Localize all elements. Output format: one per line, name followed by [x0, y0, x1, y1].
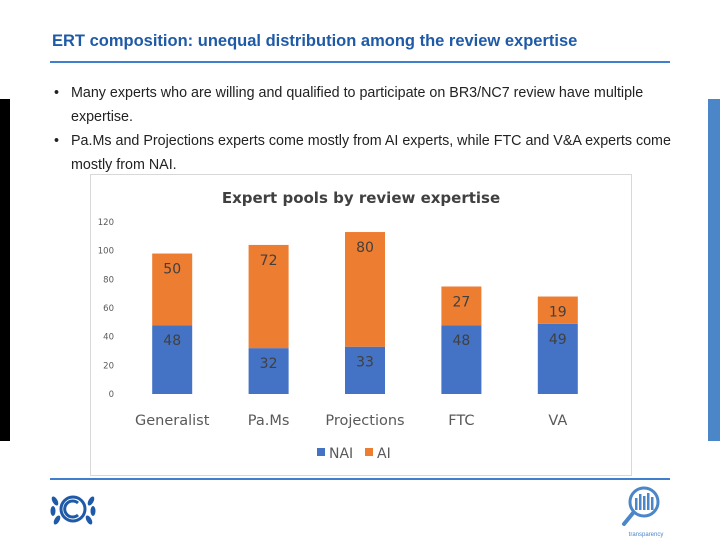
- bullet-dot: •: [54, 133, 60, 149]
- legend-swatch-ai: [365, 448, 373, 456]
- chart-title: Expert pools by review expertise: [222, 189, 500, 207]
- data-label: 80: [356, 240, 374, 256]
- data-label: 50: [163, 262, 181, 278]
- bullet-text: Many experts who are willing and qualifi…: [71, 85, 644, 125]
- y-tick-label: 40: [103, 333, 114, 343]
- bullet-text: Pa.Ms and Projections experts come mostl…: [71, 133, 671, 173]
- y-tick-label: 0: [109, 390, 114, 400]
- x-category-label: Projections: [325, 413, 404, 429]
- x-category-label: Generalist: [135, 413, 210, 429]
- right-edge-bar: [708, 99, 720, 441]
- data-label: 33: [356, 355, 374, 371]
- chart-container: Expert pools by review expertise 0 20 40 60 8…: [90, 174, 632, 476]
- bar-nai: [152, 325, 193, 394]
- bullet-list: • Many experts who are willing and quali…: [54, 81, 674, 177]
- footer-divider: [50, 478, 670, 480]
- data-label: 27: [452, 295, 470, 311]
- bar-nai: [345, 346, 385, 394]
- left-edge-bar: [0, 99, 10, 441]
- title-divider: [50, 61, 670, 63]
- bar-nai: [248, 348, 289, 394]
- bar-ai: [345, 232, 385, 347]
- slide-title: ERT composition: unequal distribution am…: [52, 32, 578, 50]
- bullet-item: • Pa.Ms and Projections experts come mos…: [54, 129, 674, 177]
- unfccc-logo-icon: [50, 495, 96, 525]
- data-label: 32: [260, 356, 278, 372]
- bar-nai: [537, 323, 578, 394]
- legend-label-ai: AI: [377, 446, 391, 462]
- data-label: 72: [260, 253, 278, 269]
- data-label: 48: [163, 333, 181, 349]
- y-tick-label: 20: [103, 361, 114, 371]
- bullet-dot: •: [54, 85, 60, 101]
- bar-ai: [441, 286, 482, 326]
- data-label: 19: [549, 305, 567, 321]
- stacked-bar-chart: Expert pools by review expertise 0 20 40 60 8…: [98, 189, 578, 462]
- transparency-logo-text: transparency: [629, 532, 664, 538]
- legend-label-nai: NAI: [329, 446, 353, 462]
- y-tick-label: 80: [103, 275, 114, 285]
- bar-ai: [537, 296, 578, 324]
- data-label: 48: [452, 333, 470, 349]
- y-tick-label: 100: [98, 247, 114, 257]
- y-tick-label: 120: [98, 218, 114, 228]
- legend-swatch-nai: [317, 448, 325, 456]
- x-category-label: VA: [548, 413, 567, 429]
- bar-ai: [152, 253, 193, 326]
- x-category-label: FTC: [448, 413, 474, 429]
- transparency-logo-icon: transparency: [622, 486, 664, 538]
- bullet-item: • Many experts who are willing and quali…: [54, 81, 674, 129]
- data-label: 49: [549, 332, 567, 348]
- y-tick-label: 60: [103, 304, 114, 314]
- bar-ai: [248, 244, 289, 349]
- x-category-label: Pa.Ms: [248, 413, 290, 429]
- bar-nai: [441, 325, 482, 394]
